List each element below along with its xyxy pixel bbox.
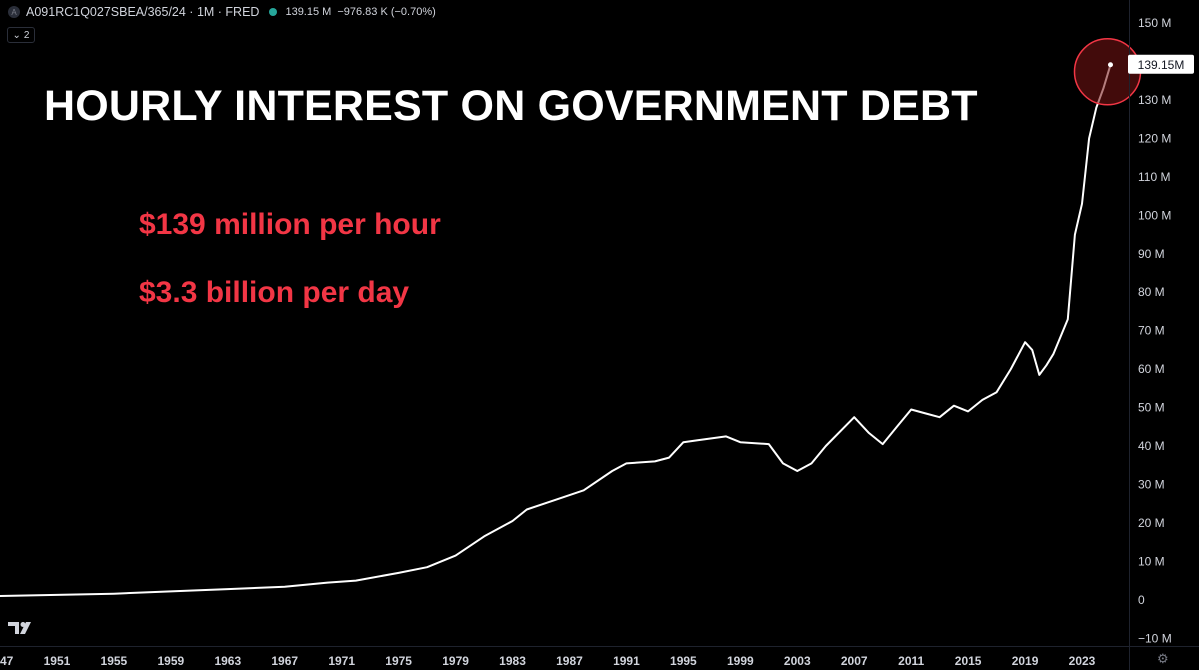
- x-tick-label: 1987: [556, 654, 583, 668]
- price-axis[interactable]: −10 M 0 10 M 20 M 30 M 40 M 50 M 60 M 70 M 80 M 90…: [1128, 0, 1194, 670]
- last-price-label: 139.15M: [1128, 54, 1194, 74]
- x-tick-label: 1979: [442, 654, 469, 668]
- y-tick-label: 150 M: [1138, 16, 1171, 30]
- time-axis[interactable]: 1947 1951 1955 1959 1963 1967 1971 1975 1979 1983…: [0, 646, 1199, 669]
- series-line: [0, 63, 1112, 597]
- x-tick-label: 1955: [101, 654, 128, 668]
- chevron-down-icon: ⌄: [12, 29, 21, 41]
- last-point-marker: [1107, 62, 1113, 68]
- x-tick-label: 1999: [727, 654, 754, 668]
- chart-title: HOURLY INTEREST ON GOVERNMENT DEBT: [44, 82, 978, 130]
- x-tick-label: 1947: [0, 654, 14, 668]
- annotation-per-day: $3.3 billion per day: [139, 276, 410, 309]
- y-tick-label: 70 M: [1138, 324, 1165, 338]
- indicator-count: 2: [23, 29, 30, 41]
- market-status-dot: [269, 8, 278, 16]
- y-tick-label: 30 M: [1138, 478, 1165, 492]
- y-tick-label: 40 M: [1138, 439, 1165, 453]
- last-value: 139.15 M: [285, 6, 332, 18]
- x-tick-label: 2007: [841, 654, 868, 668]
- y-tick-label: 90 M: [1138, 247, 1165, 261]
- y-tick-label: 120 M: [1138, 131, 1171, 145]
- x-tick-label: 1951: [44, 654, 71, 668]
- y-tick-label: 20 M: [1138, 516, 1165, 530]
- x-tick-label: 2011: [898, 654, 924, 668]
- x-tick-label: 1975: [385, 654, 412, 668]
- y-tick-label: 60 M: [1138, 362, 1165, 376]
- x-tick-label: 2015: [955, 654, 982, 668]
- x-tick-label: 2003: [784, 654, 811, 668]
- y-tick-label: 80 M: [1138, 285, 1165, 299]
- y-tick-label: −10 M: [1138, 631, 1172, 645]
- change-value: −976.83 K (−0.70%): [337, 6, 436, 18]
- x-tick-label: 1963: [214, 654, 241, 668]
- indicators-toggle-button[interactable]: ⌄ 2: [7, 27, 35, 43]
- plot-area: [0, 38, 1142, 597]
- symbol-header[interactable]: A A091RC1Q027SBEA/365/24 · 1M · FRED 139…: [8, 5, 436, 19]
- y-tick-label: 50 M: [1138, 401, 1165, 415]
- x-tick-label: 1967: [271, 654, 298, 668]
- symbol-logo: A: [8, 6, 20, 18]
- annotation-per-hour: $139 million per hour: [139, 208, 441, 241]
- x-tick-label: 1995: [670, 654, 697, 668]
- x-tick-label: 2023: [1069, 654, 1096, 668]
- y-tick-label: 100 M: [1138, 208, 1171, 222]
- last-price-label-bg: [1128, 54, 1194, 74]
- x-tick-label: 2019: [1012, 654, 1039, 668]
- last-price-label-text: 139.15M: [1138, 58, 1185, 72]
- y-tick-label: 130 M: [1138, 93, 1171, 107]
- x-tick-label: 1991: [613, 654, 640, 668]
- y-tick-label: 10 M: [1138, 554, 1165, 568]
- y-tick-label: 0: [1138, 593, 1145, 607]
- gear-icon[interactable]: ⚙: [1157, 651, 1169, 666]
- x-tick-label: 1971: [328, 654, 355, 668]
- symbol-title[interactable]: A091RC1Q027SBEA/365/24 · 1M · FRED: [26, 5, 260, 19]
- x-tick-label: 1983: [499, 654, 526, 668]
- x-tick-label: 1959: [157, 654, 184, 668]
- tradingview-logo[interactable]: [8, 620, 36, 641]
- y-tick-label: 110 M: [1138, 170, 1170, 184]
